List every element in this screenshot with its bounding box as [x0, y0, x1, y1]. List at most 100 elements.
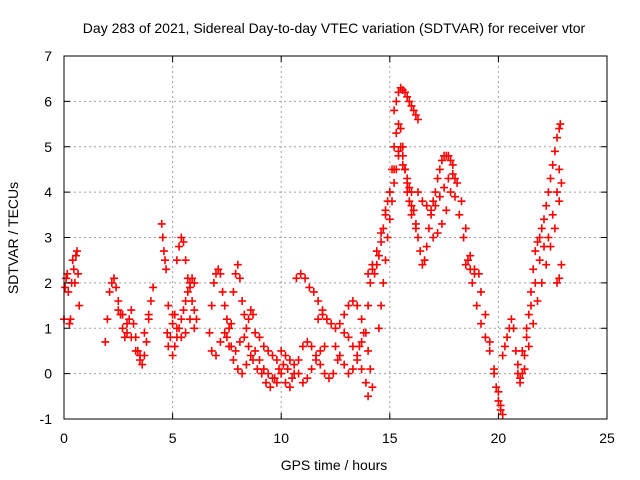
data-point [555, 274, 564, 283]
data-point [179, 306, 188, 315]
data-point [207, 301, 216, 310]
data-point [344, 369, 353, 378]
data-point [405, 97, 414, 106]
data-point [242, 324, 251, 333]
data-point [556, 120, 565, 129]
data-point [229, 287, 238, 296]
data-point [168, 319, 177, 328]
data-point [494, 396, 503, 405]
data-point [222, 315, 231, 324]
y-axis-label: SDTVAR / TECUs [5, 182, 21, 294]
data-point [127, 333, 136, 342]
data-point [364, 269, 373, 278]
data-point [233, 365, 242, 374]
data-point [312, 356, 320, 364]
y-tick-label: 2 [44, 275, 52, 291]
data-point [433, 229, 442, 237]
data-point [209, 278, 218, 287]
data-point [533, 238, 542, 246]
data-point [112, 283, 121, 292]
x-tick-label: 0 [60, 430, 68, 446]
chart-title: Day 283 of 2021, Sidereal Day-to-day VTE… [83, 20, 586, 36]
data-point [257, 369, 266, 378]
tick-labels: 0 5 10 15 20 25 -1 0 1 2 3 4 5 6 7 [40, 48, 615, 446]
data-point [516, 374, 525, 383]
data-point [429, 233, 438, 242]
data-point [420, 256, 429, 265]
y-tick-label: 7 [44, 48, 52, 64]
data-point [114, 306, 123, 315]
y-tick-label: 0 [44, 366, 52, 382]
data-point [377, 238, 386, 246]
data-point [411, 111, 420, 119]
data-point [177, 315, 186, 324]
data-point [316, 346, 325, 355]
data-point [381, 206, 390, 215]
data-point [457, 197, 466, 206]
data-point [125, 315, 134, 324]
data-point [394, 147, 403, 156]
data-point [553, 133, 561, 142]
data-point [542, 201, 551, 210]
data-point [307, 365, 316, 374]
data-point [366, 365, 375, 374]
data-point [107, 278, 116, 287]
data-point [340, 310, 349, 319]
data-point [407, 210, 416, 219]
data-point [461, 260, 470, 269]
data-point [225, 324, 234, 333]
data-point [368, 383, 377, 392]
data-point [477, 319, 485, 328]
data-point [305, 283, 314, 292]
data-point [535, 233, 544, 242]
data-point [158, 233, 167, 242]
data-point [110, 274, 118, 283]
data-point [188, 274, 197, 283]
data-point [229, 356, 238, 364]
data-point [168, 351, 177, 360]
data-point [183, 287, 192, 296]
data-point [163, 328, 172, 337]
data-point [177, 233, 186, 242]
data-point [205, 328, 214, 337]
data-point [275, 365, 283, 374]
data-point [388, 197, 396, 206]
data-point [353, 356, 362, 364]
data-point [407, 201, 416, 210]
data-point [240, 333, 249, 342]
data-point [518, 369, 527, 378]
data-point [357, 337, 366, 346]
x-tick-label: 15 [382, 430, 398, 446]
data-point [65, 319, 74, 328]
data-point [61, 283, 70, 292]
data-point [557, 179, 566, 187]
data-point [466, 265, 475, 274]
data-point [431, 188, 440, 197]
data-point [531, 247, 540, 256]
data-point [71, 251, 80, 260]
data-point [374, 251, 383, 260]
data-point [344, 301, 353, 310]
data-point [164, 301, 173, 310]
data-point [414, 233, 422, 242]
data-point [407, 101, 416, 110]
data-point [159, 247, 168, 256]
data-point [444, 174, 453, 183]
data-point [364, 346, 373, 355]
data-point [190, 324, 199, 333]
data-point [359, 328, 368, 337]
data-point [283, 365, 292, 374]
data-point [555, 197, 564, 206]
data-point [453, 179, 462, 187]
data-point [440, 183, 449, 192]
data-point [259, 342, 268, 351]
data-point [63, 269, 72, 278]
data-point [255, 333, 264, 342]
data-point [172, 256, 181, 265]
data-point [429, 197, 438, 206]
data-point [231, 346, 240, 355]
data-point [238, 297, 247, 305]
data-point [314, 315, 323, 324]
data-point [216, 269, 225, 278]
data-point [144, 310, 153, 319]
